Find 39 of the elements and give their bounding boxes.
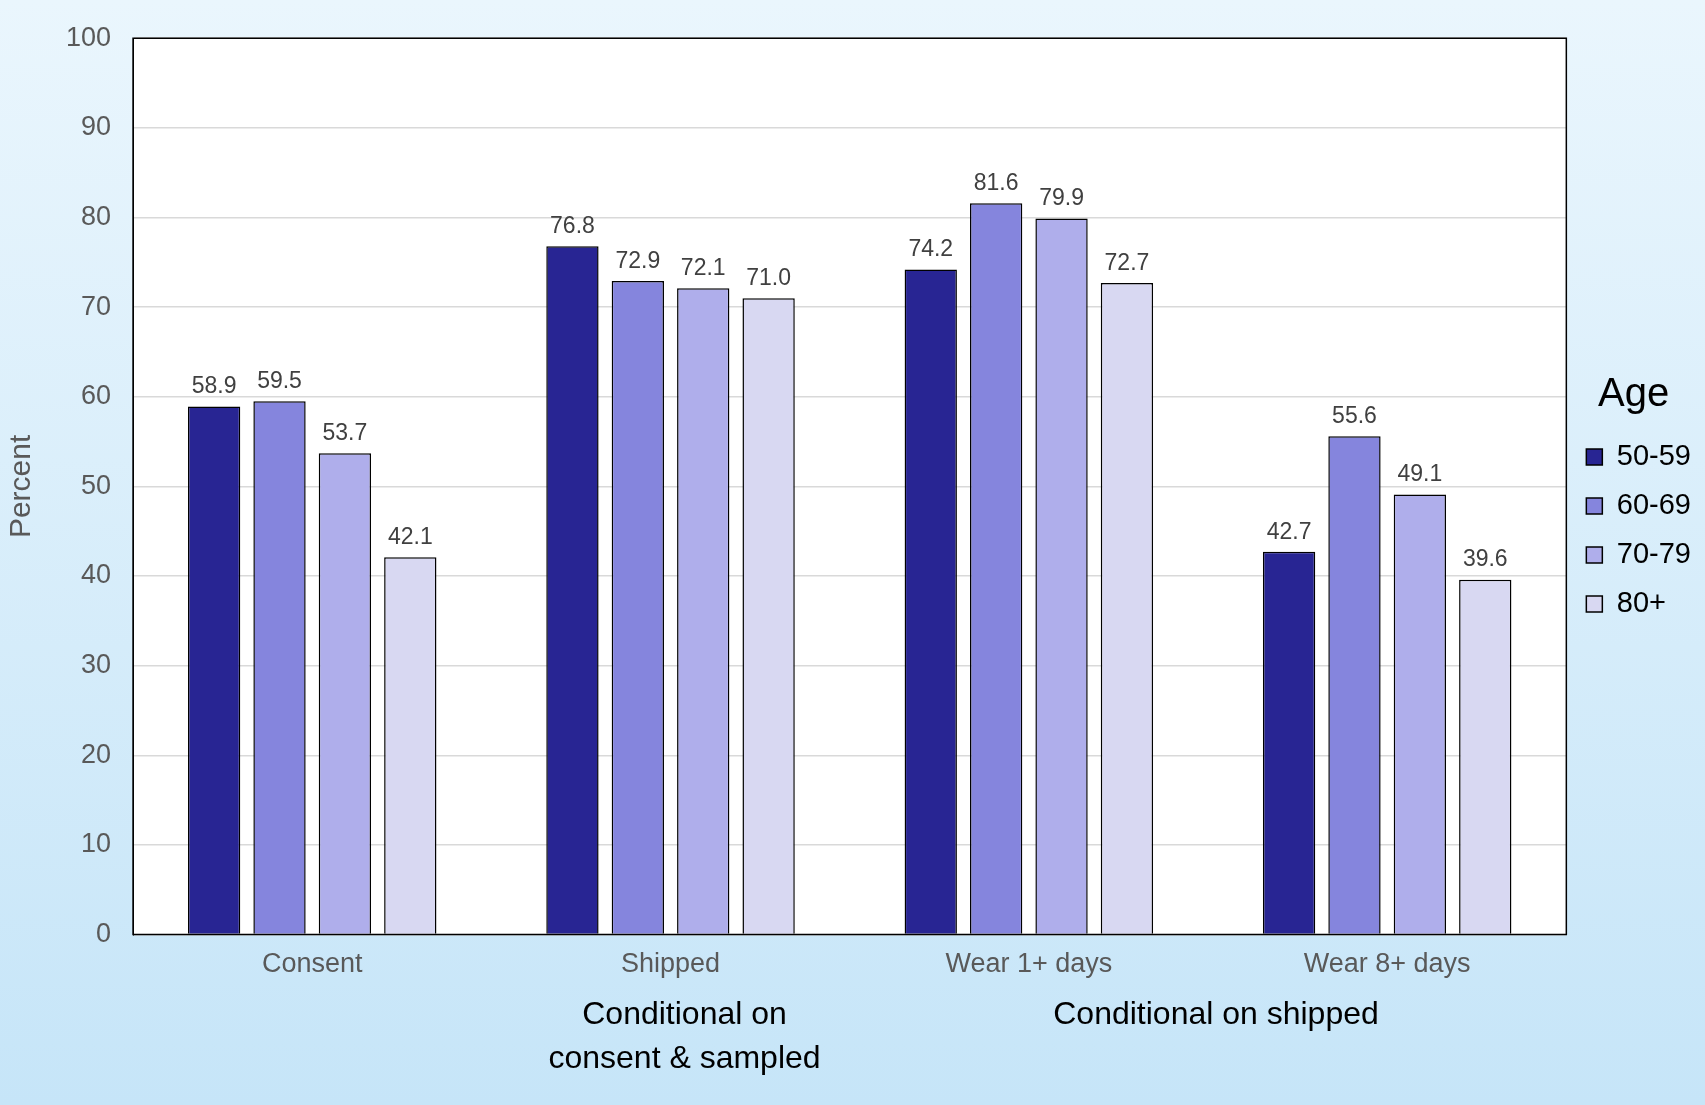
data-label: 74.2 (908, 235, 954, 262)
y-tick-label: 20 (81, 738, 112, 769)
text: Conditional on shipped (1053, 994, 1379, 1031)
y-axis-title: Percent (3, 434, 37, 539)
data-label: 81.6 (973, 168, 1019, 195)
data-label: 42.1 (387, 523, 433, 550)
y-tick-label: 70 (81, 290, 112, 321)
data-label: 42.7 (1266, 517, 1312, 544)
data-label: 72.7 (1104, 248, 1150, 275)
data-label: 53.7 (322, 419, 368, 446)
data-label: 59.5 (257, 367, 302, 394)
y-tick-label: 100 (65, 21, 112, 52)
data-label: 72.1 (680, 254, 726, 281)
x-tick-label: Wear 1+ days (945, 948, 1113, 979)
data-label: 72.9 (615, 246, 661, 273)
data-label: 76.8 (550, 212, 595, 239)
y-tick-label: 80 (81, 200, 112, 231)
legend-label: 80+ (1616, 586, 1667, 618)
y-tick-label: 0 (96, 918, 112, 949)
legend-label: 50-59 (1616, 439, 1691, 471)
y-tick-label: 30 (81, 649, 112, 680)
x-tick-label: Shipped (620, 948, 721, 979)
x-tick-label: Wear 8+ days (1303, 948, 1471, 979)
legend-label: 70-79 (1616, 537, 1691, 569)
data-label: 49.1 (1397, 460, 1443, 487)
data-label: 79.9 (1039, 184, 1084, 211)
text: Conditional on consent & sampled (548, 994, 821, 1075)
data-label: 58.9 (191, 372, 237, 399)
legend-title: Age (1598, 369, 1670, 414)
y-tick-label: 50 (81, 469, 112, 500)
y-tick-label: 10 (81, 828, 112, 859)
data-label: 55.6 (1332, 402, 1377, 429)
y-tick-label: 60 (81, 380, 112, 411)
legend-label: 60-69 (1616, 488, 1691, 520)
y-tick-label: 40 (81, 559, 112, 590)
y-tick-label: 90 (81, 111, 112, 142)
x-tick-label: Consent (261, 948, 363, 979)
data-label: 71.0 (746, 264, 791, 290)
data-label: 39.6 (1462, 545, 1508, 572)
